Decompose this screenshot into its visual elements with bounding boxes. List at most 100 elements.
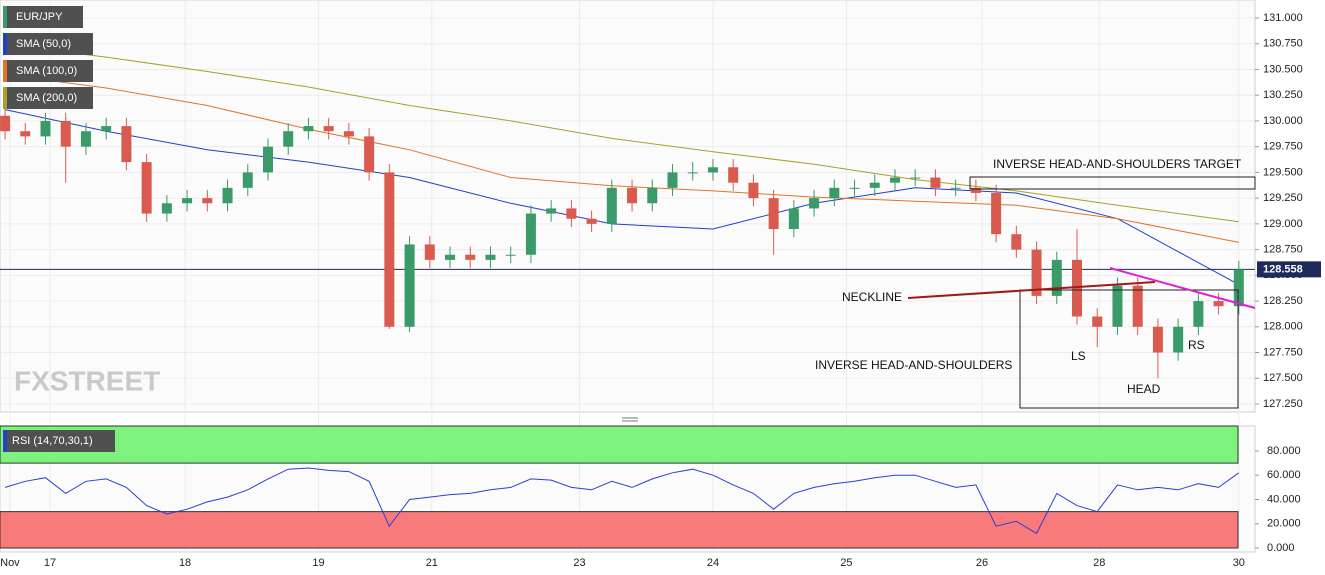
candle-body — [1213, 301, 1224, 307]
candle-body — [930, 177, 941, 188]
candle-body — [1112, 285, 1123, 327]
candle-body — [586, 218, 597, 224]
candle-body — [323, 126, 334, 132]
y-tick-label: 128.250 — [1263, 295, 1303, 307]
x-tick-label: 30 — [1233, 557, 1245, 569]
candle-body — [950, 187, 961, 189]
oversold-band — [0, 511, 1239, 549]
pattern-box — [1019, 289, 1239, 409]
candle-body — [687, 172, 698, 174]
y-tick-label: 127.750 — [1263, 346, 1303, 358]
y-tick-label: 131.000 — [1263, 12, 1303, 24]
legend-box — [3, 430, 115, 452]
candle-body — [445, 254, 456, 260]
ls-label: LS — [1071, 349, 1086, 363]
x-tick-label: 19 — [312, 557, 324, 569]
candle-body — [910, 177, 921, 179]
candle-body — [465, 254, 476, 260]
candles — [0, 107, 1244, 379]
y-tick-label: 129.750 — [1263, 141, 1303, 153]
target-box — [969, 176, 1256, 190]
target-label: INVERSE HEAD-AND-SHOULDERS TARGET — [993, 157, 1242, 171]
candle-body — [1173, 326, 1184, 353]
legend-label: SMA (100,0) — [16, 65, 77, 77]
candle-body — [849, 187, 860, 189]
rsi-bands — [0, 425, 1239, 549]
candle-body — [283, 131, 294, 147]
candle-body — [991, 192, 1002, 235]
last-price-label: 128.558 — [1263, 263, 1303, 275]
x-tick-label: 21 — [426, 557, 438, 569]
y-tick-label: 129.500 — [1263, 166, 1303, 178]
candle-body — [262, 146, 273, 173]
candle-body — [1193, 301, 1204, 327]
y-tick-label: 60.000 — [1267, 469, 1301, 481]
candle-body — [1132, 285, 1143, 327]
y-tick-label: 130.000 — [1263, 115, 1303, 127]
candle-body — [384, 172, 395, 327]
candle-body — [364, 136, 375, 173]
y-tick-label: 129.250 — [1263, 192, 1303, 204]
x-tick-label: 25 — [840, 557, 852, 569]
candle-body — [101, 126, 112, 132]
legend: EUR/JPY SMA (50,0) SMA (100,0) SMA (200,0) R… — [3, 6, 115, 452]
candle-body — [161, 203, 172, 214]
neckline — [907, 281, 1156, 299]
x-tick-label: 23 — [573, 557, 585, 569]
candle-body — [242, 172, 253, 188]
candle-body — [889, 177, 900, 183]
candle-body — [121, 126, 132, 163]
y-tick-label: 127.250 — [1263, 398, 1303, 410]
y-tick-label: 128.000 — [1263, 321, 1303, 333]
candle-body — [40, 120, 51, 137]
y-tick-label: 130.250 — [1263, 89, 1303, 101]
candle-body — [1152, 326, 1163, 353]
x-tick-label: 17 — [44, 557, 56, 569]
sma-line — [5, 44, 1239, 223]
candle-body — [970, 187, 981, 193]
x-tick-label: 28 — [1093, 557, 1105, 569]
candle-body — [1051, 259, 1062, 296]
candle-body — [869, 182, 880, 188]
price-panel — [0, 0, 1256, 413]
legend-swatch — [3, 430, 7, 452]
x-tick-label: 18 — [179, 557, 191, 569]
candle-body — [788, 208, 799, 230]
legend-box — [3, 87, 93, 109]
y-tick-label: 40.000 — [1267, 493, 1301, 505]
candle-body — [707, 167, 718, 173]
indicator-lines — [0, 44, 1255, 535]
candle-body — [485, 254, 496, 260]
candle-body — [1011, 234, 1022, 250]
x-tick-label: 26 — [976, 557, 988, 569]
candle-body — [222, 187, 233, 204]
candle-body — [0, 115, 11, 132]
x-tick-label: Nov — [0, 557, 20, 569]
trendline — [1109, 267, 1256, 309]
y-tick-label: 0.000 — [1267, 542, 1295, 554]
y-tick-label: 130.500 — [1263, 63, 1303, 75]
candle-body — [505, 254, 516, 256]
candle-body — [80, 131, 91, 147]
pattern-label: INVERSE HEAD-AND-SHOULDERS — [815, 358, 1012, 372]
candle-body — [829, 187, 840, 199]
candle-body — [809, 198, 820, 209]
candle-body — [748, 182, 759, 199]
legend-swatch — [3, 60, 7, 82]
candle-body — [141, 162, 152, 214]
candle-body — [768, 198, 779, 230]
candle-body — [606, 187, 617, 224]
candle-body — [424, 244, 435, 260]
last-price-tag — [1257, 261, 1321, 278]
rs-label: RS — [1188, 338, 1205, 352]
candle-body — [728, 167, 739, 183]
candle-body — [1072, 259, 1083, 317]
candle-body — [667, 172, 678, 188]
candle-body — [525, 213, 536, 255]
neckline-label: NECKLINE — [842, 290, 902, 304]
candle-body — [1233, 269, 1244, 307]
head-label: HEAD — [1127, 382, 1161, 396]
candle-body — [20, 131, 31, 137]
legend-label: RSI (14,70,30,1) — [12, 435, 93, 447]
